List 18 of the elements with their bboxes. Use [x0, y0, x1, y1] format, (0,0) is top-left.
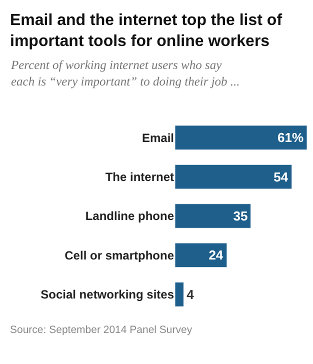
data-label: 35 [233, 208, 248, 224]
y-tick-label: Social networking sites [40, 288, 174, 302]
y-tick-label: Landline phone [85, 209, 174, 224]
y-tick-label: Email [142, 130, 174, 145]
bar [175, 242, 228, 268]
data-label: 24 [208, 248, 224, 263]
bar [175, 282, 184, 307]
y-tick-label: Cell or smartphone [64, 248, 174, 262]
y-tick-label: The internet [105, 170, 174, 184]
data-label: 4 [186, 286, 195, 302]
chart-subtitle: Percent of working internet users who say each is “very important” to doing their job ... [10, 58, 240, 88]
source-note: Source: September 2014 Panel Survey [10, 324, 193, 336]
bar [175, 125, 307, 150]
chart-title: Email and the internet top the list of important tools for online workers [10, 12, 283, 50]
data-label: 61% [278, 130, 304, 146]
data-label: 54 [274, 169, 289, 184]
bar [175, 204, 251, 228]
bar [175, 164, 292, 190]
